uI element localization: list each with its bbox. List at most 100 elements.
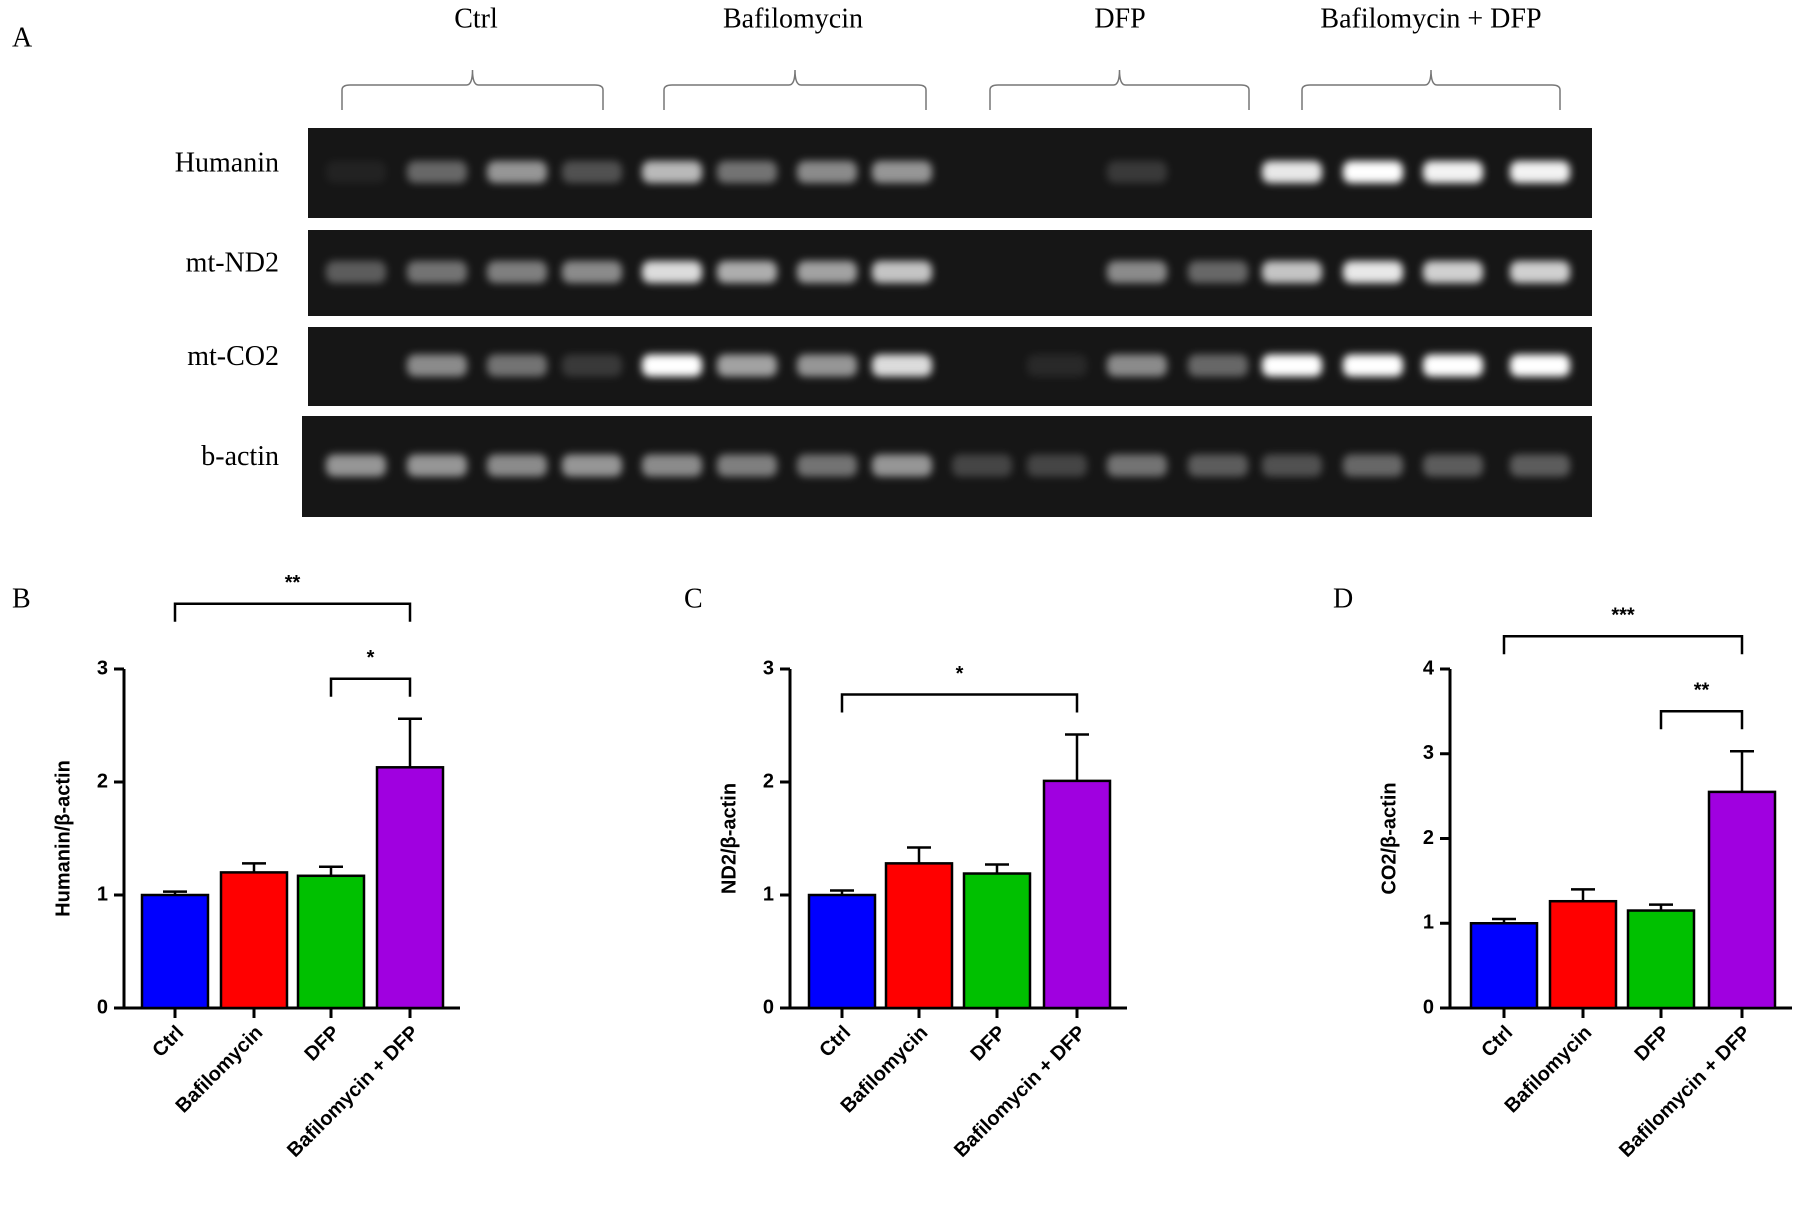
x-tick-label: Ctrl <box>815 1022 855 1062</box>
error-bar <box>319 865 343 876</box>
group-brace <box>341 69 604 110</box>
gel-band <box>487 454 547 477</box>
gel-band <box>797 354 857 377</box>
gel-band <box>1107 261 1167 283</box>
gel-band <box>1343 454 1403 477</box>
gel-band <box>1423 261 1483 283</box>
gel-band <box>797 261 857 283</box>
significance-bracket <box>1659 709 1744 730</box>
panel-label: A <box>12 22 33 53</box>
gel-band <box>326 261 386 283</box>
significance-label: * <box>956 663 964 685</box>
gel-band <box>1510 354 1570 377</box>
gel-band <box>1510 454 1570 477</box>
y-tick-label: 3 <box>1423 742 1434 764</box>
gel-band <box>1188 261 1248 283</box>
gel-band <box>1510 161 1570 183</box>
gel-band <box>1423 161 1483 183</box>
gel-band <box>642 354 702 377</box>
gel-band <box>487 261 547 283</box>
group-brace <box>663 69 927 110</box>
gel-band <box>797 161 857 183</box>
gel-band <box>872 161 932 183</box>
bar <box>1626 909 1696 1010</box>
y-tick-label: 3 <box>763 657 774 679</box>
gel-band <box>1262 354 1322 377</box>
y-tick-label: 2 <box>97 770 108 792</box>
x-tick-label: Ctrl <box>1477 1022 1517 1062</box>
gel-band <box>407 454 467 477</box>
gel-band <box>642 261 702 283</box>
y-tick-label: 1 <box>763 883 774 905</box>
significance-bracket <box>1502 634 1744 655</box>
error-bar <box>1065 733 1089 781</box>
row-label: b-actin <box>201 441 279 472</box>
gel-band <box>1107 454 1167 477</box>
bar <box>884 862 954 1010</box>
y-tick-label: 2 <box>763 770 774 792</box>
x-tick-label: Bafilomycin + DFP <box>950 1022 1090 1162</box>
bar <box>375 766 445 1010</box>
y-axis-label: CO2/β-actin <box>1378 782 1400 894</box>
gel-band <box>487 161 547 183</box>
gel-band <box>407 161 467 183</box>
bar <box>1548 899 1618 1010</box>
row-label: mt-ND2 <box>186 247 279 278</box>
gel-band <box>562 454 622 477</box>
group-label: Bafilomycin + DFP <box>1320 3 1541 34</box>
gel-band <box>872 454 932 477</box>
gel-band <box>1027 354 1087 377</box>
gel-band <box>487 354 547 377</box>
gel-band <box>407 261 467 283</box>
gel-band <box>797 454 857 477</box>
x-tick-label: DFP <box>300 1022 344 1066</box>
bar <box>296 874 366 1010</box>
bar <box>962 872 1032 1010</box>
y-tick-label: 1 <box>97 883 108 905</box>
panel-label: D <box>1333 583 1353 614</box>
gel-band <box>1188 354 1248 377</box>
gel-band <box>1027 454 1087 477</box>
x-tick-label: Bafilomycin + DFP <box>283 1022 423 1162</box>
gel-band <box>326 454 386 477</box>
gel-band <box>1343 161 1403 183</box>
error-bar <box>907 846 931 864</box>
error-bar <box>985 863 1009 874</box>
gel-band <box>1262 454 1322 477</box>
x-tick-label: Bafilomycin + DFP <box>1615 1022 1755 1162</box>
gel-band <box>407 354 467 377</box>
gel-band <box>1343 261 1403 283</box>
bar <box>140 893 210 1010</box>
error-bar <box>1730 749 1754 792</box>
bar <box>807 893 877 1010</box>
group-brace <box>989 69 1250 110</box>
y-tick-label: 0 <box>1423 996 1434 1018</box>
y-tick-label: 4 <box>1423 657 1435 679</box>
row-label: Humanin <box>175 147 279 178</box>
significance-bracket <box>840 693 1079 713</box>
gel-band <box>872 261 932 283</box>
panel-label: B <box>12 583 31 614</box>
gel-band <box>562 261 622 283</box>
gel-band <box>642 161 702 183</box>
gel-band <box>872 354 932 377</box>
y-tick-label: 1 <box>1423 912 1434 934</box>
group-brace <box>1301 69 1561 110</box>
significance-label: *** <box>1611 604 1635 626</box>
gel-band <box>717 261 777 283</box>
y-axis-label: Humanin/β-actin <box>52 760 74 917</box>
bar <box>219 871 289 1010</box>
y-tick-label: 3 <box>97 657 108 679</box>
significance-label: ** <box>285 572 301 594</box>
x-tick-label: DFP <box>966 1022 1010 1066</box>
bar <box>1469 922 1539 1010</box>
significance-label: * <box>367 647 375 669</box>
gel-band <box>1107 161 1167 183</box>
significance-bracket <box>329 677 412 697</box>
group-label: Bafilomycin <box>723 3 863 34</box>
group-label: DFP <box>1094 3 1145 34</box>
gel-band <box>1423 354 1483 377</box>
gel-band <box>1188 454 1248 477</box>
error-bar <box>242 862 266 873</box>
